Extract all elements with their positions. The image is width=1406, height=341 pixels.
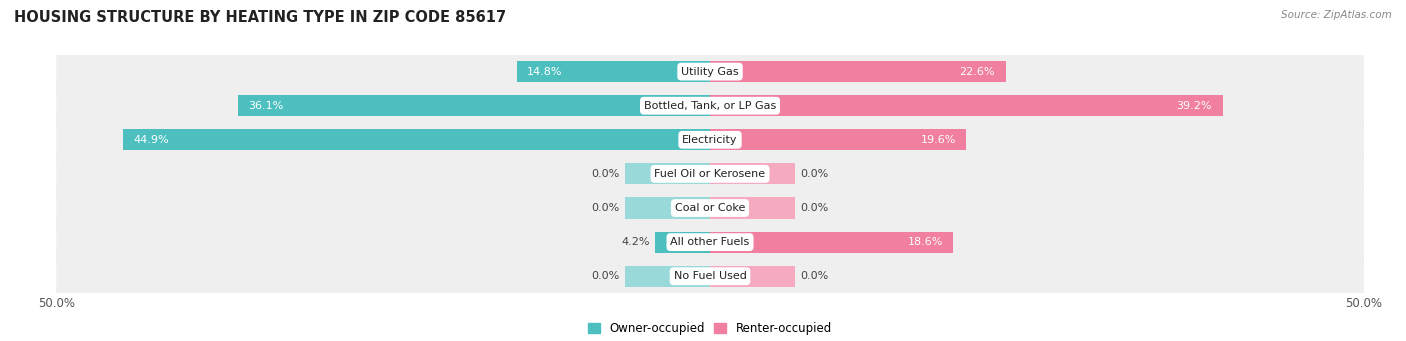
Text: 0.0%: 0.0% [592, 271, 620, 281]
FancyBboxPatch shape [56, 79, 1364, 133]
Text: Bottled, Tank, or LP Gas: Bottled, Tank, or LP Gas [644, 101, 776, 111]
Text: 18.6%: 18.6% [907, 237, 943, 247]
Text: 4.2%: 4.2% [621, 237, 650, 247]
Text: 44.9%: 44.9% [134, 135, 169, 145]
Bar [710, 163, 794, 184]
Bar [710, 266, 794, 287]
Bar [626, 266, 710, 287]
Bar [710, 129, 966, 150]
Bar [710, 232, 953, 253]
Bar [122, 129, 710, 150]
FancyBboxPatch shape [56, 147, 1364, 201]
Bar [626, 197, 710, 219]
Text: Electricity: Electricity [682, 135, 738, 145]
Text: 36.1%: 36.1% [249, 101, 284, 111]
Bar [655, 232, 710, 253]
Text: 0.0%: 0.0% [800, 271, 828, 281]
Text: 22.6%: 22.6% [959, 66, 995, 77]
Bar [710, 197, 794, 219]
FancyBboxPatch shape [56, 45, 1364, 99]
Bar [710, 95, 1223, 116]
Text: 0.0%: 0.0% [592, 169, 620, 179]
Text: Utility Gas: Utility Gas [682, 66, 738, 77]
Text: 0.0%: 0.0% [592, 203, 620, 213]
FancyBboxPatch shape [56, 249, 1364, 303]
Legend: Owner-occupied, Renter-occupied: Owner-occupied, Renter-occupied [583, 317, 837, 340]
Bar [710, 61, 1005, 82]
Text: No Fuel Used: No Fuel Used [673, 271, 747, 281]
Bar [238, 95, 710, 116]
Text: 14.8%: 14.8% [527, 66, 562, 77]
Text: 19.6%: 19.6% [921, 135, 956, 145]
FancyBboxPatch shape [56, 113, 1364, 167]
FancyBboxPatch shape [56, 215, 1364, 269]
Bar [516, 61, 710, 82]
Bar [626, 163, 710, 184]
Text: Source: ZipAtlas.com: Source: ZipAtlas.com [1281, 10, 1392, 20]
Text: Fuel Oil or Kerosene: Fuel Oil or Kerosene [654, 169, 766, 179]
Text: Coal or Coke: Coal or Coke [675, 203, 745, 213]
FancyBboxPatch shape [56, 181, 1364, 235]
Text: HOUSING STRUCTURE BY HEATING TYPE IN ZIP CODE 85617: HOUSING STRUCTURE BY HEATING TYPE IN ZIP… [14, 10, 506, 25]
Text: All other Fuels: All other Fuels [671, 237, 749, 247]
Text: 39.2%: 39.2% [1177, 101, 1212, 111]
Text: 0.0%: 0.0% [800, 169, 828, 179]
Text: 0.0%: 0.0% [800, 203, 828, 213]
